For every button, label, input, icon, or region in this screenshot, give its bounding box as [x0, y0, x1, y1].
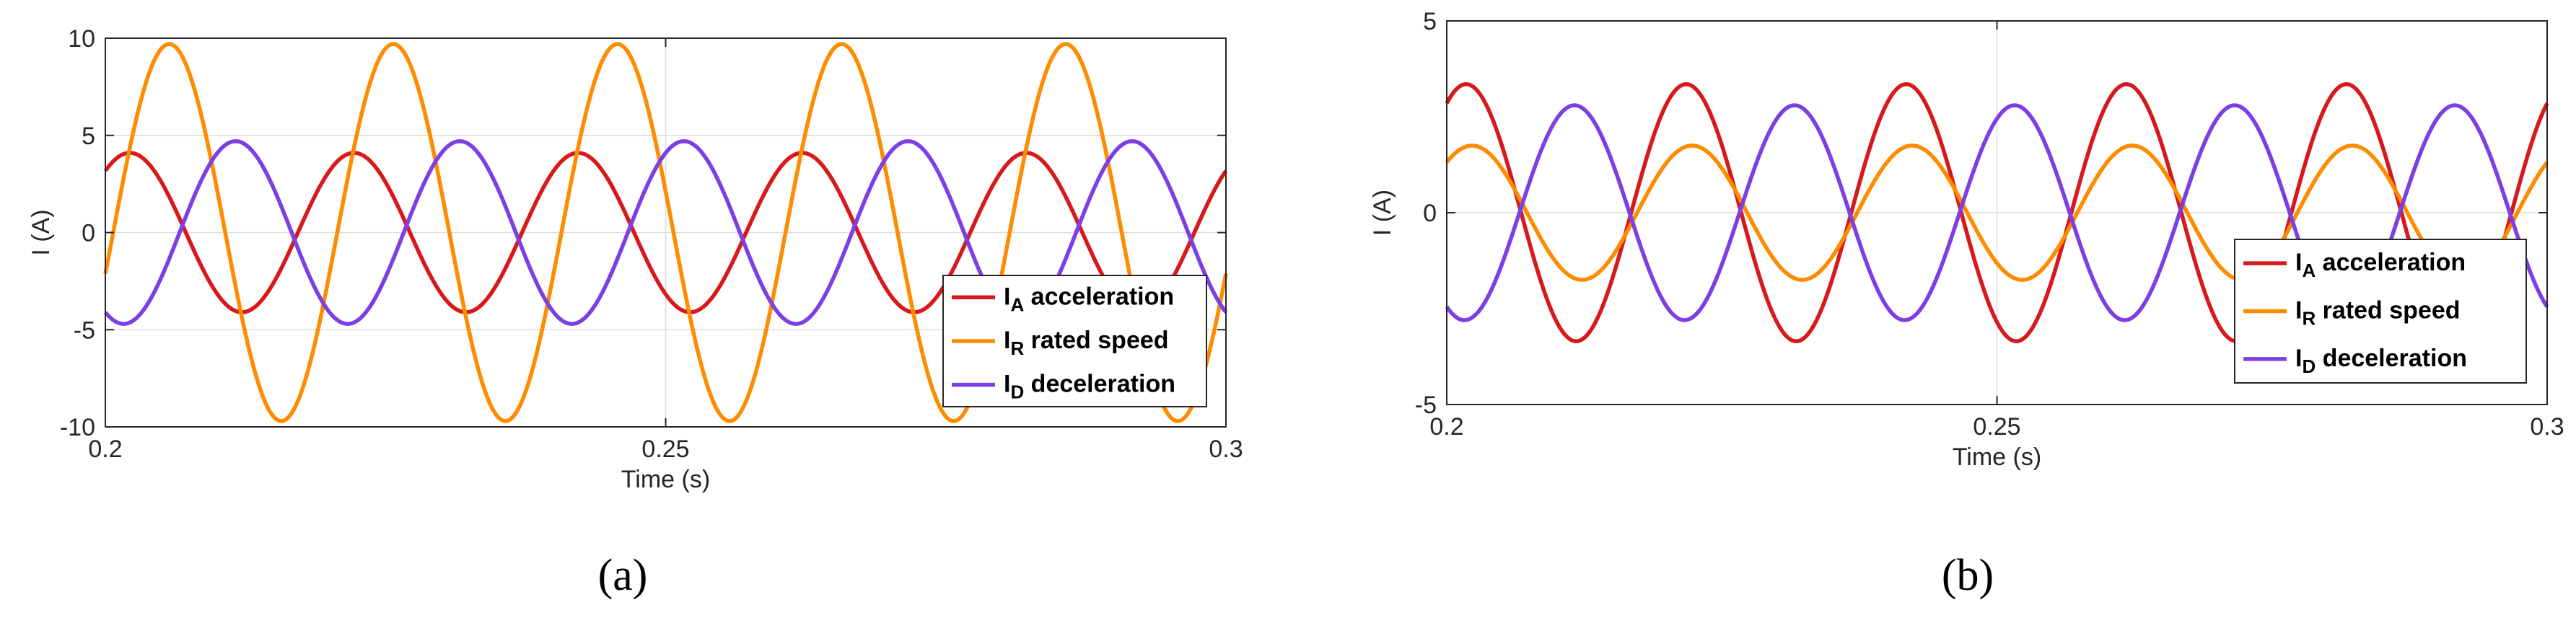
chart-panel-1: 0.2 0.25 0.3 10 5 0 -5 -10 Time (s) I (A) IA accel… [27, 25, 1243, 600]
legend-entry: IR rated speed [1004, 327, 1169, 359]
chart-panel-2: 0.2 0.25 0.3 5 0 -5 Time (s) I (A) IA accelerati… [1369, 8, 2564, 600]
x-tick-label: 0.25 [641, 436, 689, 463]
legend-entry: IA acceleration [2295, 249, 2466, 281]
series-line-acceleration [103, 151, 1228, 314]
y-axis-title: I (A) [27, 209, 55, 255]
y-tick-label: -5 [1415, 392, 1437, 419]
legend: IA acceleration IR rated speed ID decelera… [2234, 239, 2527, 384]
x-axis-title: Time (s) [1953, 443, 2041, 471]
x-tick-label: 0.2 [88, 436, 122, 463]
x-tick-label: 0.25 [1973, 413, 2020, 441]
y-tick-label: -10 [60, 414, 95, 441]
series-line-rated-speed [103, 42, 1228, 423]
x-tick-label: 0.3 [1209, 436, 1243, 463]
x-tick-label: 0.2 [1429, 413, 1463, 441]
y-tick-label: -5 [74, 317, 95, 344]
y-tick-label: 0 [1423, 200, 1437, 227]
y-tick-label: 5 [82, 123, 95, 150]
legend-entry: IA acceleration [1004, 283, 1174, 315]
panel-label: (a) [598, 551, 648, 600]
legend: IA acceleration IR rated speed ID decelera… [942, 275, 1207, 407]
y-tick-label: 5 [1423, 8, 1437, 35]
y-tick-label: 0 [82, 220, 95, 247]
x-tick-label: 0.3 [2530, 413, 2564, 441]
x-axis-title: Time (s) [621, 466, 710, 493]
legend-entry: ID deceleration [2295, 345, 2467, 377]
y-tick-label: 10 [68, 25, 95, 53]
panel-label: (b) [1942, 551, 1994, 600]
series-line-rated-speed [1445, 143, 2549, 282]
y-axis-title: I (A) [1369, 190, 1396, 236]
legend-entry: ID deceleration [1004, 371, 1175, 403]
legend-entry: IR rated speed [2295, 297, 2461, 330]
